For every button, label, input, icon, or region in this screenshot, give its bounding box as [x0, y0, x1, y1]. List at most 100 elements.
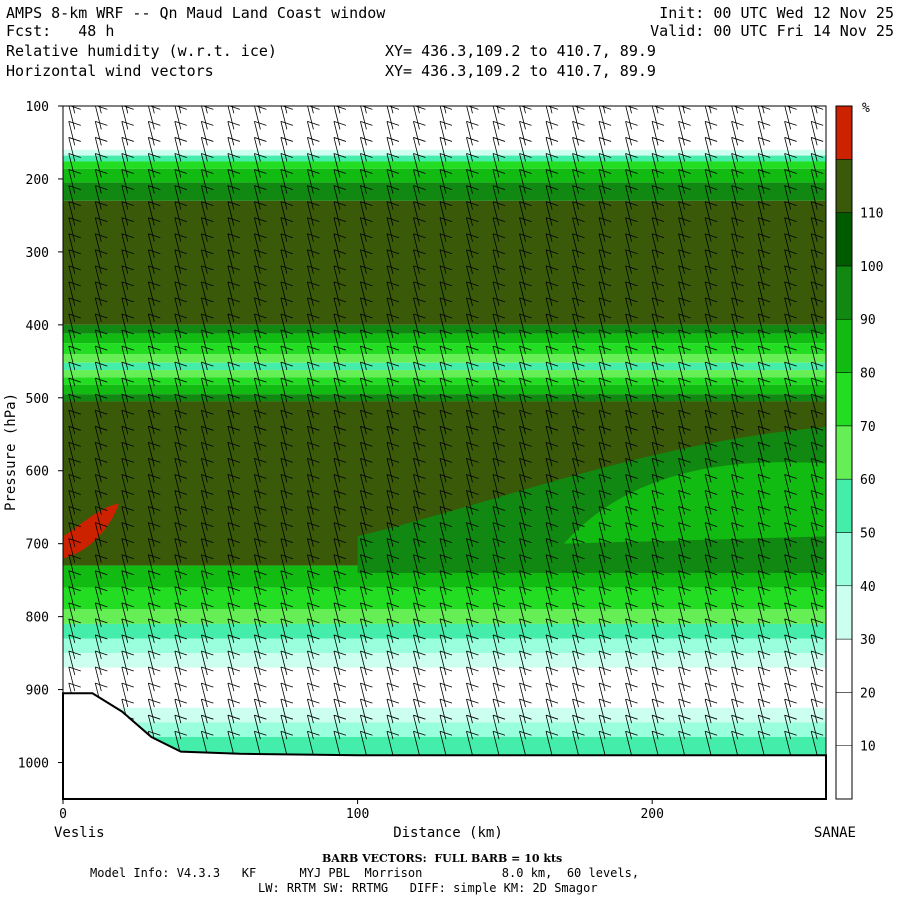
wind-barb-flag — [731, 409, 744, 415]
wind-barb-flag — [307, 650, 320, 656]
wind-barb-flag — [758, 714, 771, 720]
wind-barb — [731, 666, 739, 692]
wind-barb-flag — [280, 185, 294, 190]
wind-barb-flag — [519, 153, 532, 158]
wind-barb — [390, 106, 394, 114]
wind-barb-flag — [731, 297, 744, 303]
wind-barb-flag — [413, 425, 426, 431]
wind-barb — [147, 618, 155, 643]
wind-barb-flag — [731, 650, 744, 656]
wind-barb-flag — [148, 281, 161, 287]
wind-barb-flag — [545, 281, 559, 287]
wind-barb-flag — [201, 233, 214, 239]
wind-barb-flag — [413, 650, 426, 656]
wind-barb — [360, 426, 367, 451]
wind-barb-flag — [784, 474, 797, 479]
x-tick-label: 0 — [59, 807, 67, 822]
wind-barb — [307, 458, 314, 483]
wind-barb — [94, 153, 102, 178]
wind-barb — [227, 378, 235, 403]
wind-barb — [572, 666, 579, 692]
wind-barb — [72, 106, 76, 114]
init-time: Init: 00 UTC Wed 12 Nov 25 — [659, 4, 894, 22]
wind-barb — [625, 538, 632, 563]
wind-barb-flag — [386, 137, 400, 142]
wind-barb — [413, 329, 420, 355]
wind-barb — [466, 602, 473, 627]
wind-barb — [439, 618, 447, 643]
wind-barb — [757, 249, 765, 274]
wind-barb-flag — [651, 153, 665, 158]
colorbar-segment — [835, 478, 853, 533]
rh-band — [63, 161, 826, 169]
wind-barb — [810, 570, 818, 595]
wind-barb — [466, 538, 473, 563]
wind-barb-flag — [731, 345, 744, 351]
wind-barb — [704, 618, 712, 643]
wind-barb — [333, 345, 341, 371]
wind-barb-flag — [572, 137, 585, 142]
wind-barb-flag — [784, 634, 797, 640]
wind-barb-flag — [545, 313, 559, 319]
wind-barb — [810, 185, 818, 210]
wind-barb — [625, 410, 632, 435]
wind-barb-flag — [625, 425, 638, 431]
wind-barb-flag — [678, 361, 691, 367]
wind-barb-flag — [573, 89, 585, 93]
wind-barb-flag — [651, 570, 665, 576]
wind-barb-flag — [731, 506, 744, 511]
wind-barb — [678, 666, 685, 692]
wind-barb — [678, 490, 685, 515]
wind-barb-flag — [121, 345, 134, 351]
wind-barb — [598, 169, 606, 194]
wind-barb-flag — [148, 666, 161, 672]
wind-barb-flag — [174, 217, 187, 223]
wind-barb-flag — [386, 409, 400, 415]
wind-barb-flag — [466, 361, 479, 367]
wind-barb-flag — [174, 393, 187, 399]
wind-barb-flag — [386, 329, 400, 335]
wind-barb — [280, 313, 288, 339]
wind-barb — [678, 682, 685, 708]
wind-barb-flag — [625, 201, 638, 207]
wind-barb-flag — [811, 650, 824, 656]
wind-barb — [280, 474, 288, 499]
wind-barb — [731, 345, 739, 371]
wind-barb-flag — [678, 506, 691, 511]
wind-barb — [625, 586, 632, 611]
wind-barb-flag — [492, 522, 506, 527]
wind-barb-flag — [95, 474, 108, 479]
wind-barb — [121, 586, 129, 611]
wind-barb — [333, 618, 341, 643]
wind-barb — [651, 731, 659, 756]
wind-barb-flag — [545, 297, 559, 303]
wind-barb-flag — [439, 393, 453, 399]
wind-barb-flag — [784, 714, 797, 720]
wind-barb — [545, 106, 553, 130]
wind-barb — [253, 634, 261, 660]
wind-barb-flag — [466, 490, 479, 495]
wind-barb-flag — [227, 586, 240, 592]
wind-barb — [307, 442, 314, 467]
wind-barb-flag — [201, 361, 214, 367]
wind-barb — [94, 362, 102, 387]
wind-barb-flag — [678, 666, 691, 672]
wind-barb-flag — [201, 137, 214, 142]
wind-barb-flag — [360, 698, 373, 704]
wind-barb — [94, 201, 102, 226]
wind-barb-flag — [68, 265, 81, 271]
wind-barb — [731, 538, 739, 563]
wind-barb-flag — [758, 441, 771, 447]
wind-barb-flag — [280, 297, 294, 303]
wind-barb — [280, 281, 288, 306]
wind-barb-flag — [625, 169, 638, 174]
wind-barb-flag — [95, 682, 108, 688]
wind-barb — [200, 121, 208, 146]
wind-barb — [519, 458, 526, 483]
wind-barb-flag — [519, 313, 532, 319]
wind-barb-flag — [95, 602, 108, 608]
wind-barb — [651, 362, 659, 387]
wind-barb — [598, 666, 606, 692]
wind-barb-flag — [333, 297, 347, 303]
colorbar-label: 90 — [860, 313, 876, 328]
